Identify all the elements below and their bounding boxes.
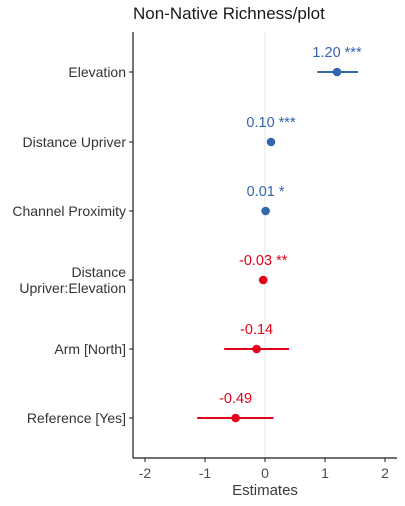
estimate-label: -0.49 bbox=[219, 391, 252, 407]
estimate-label: 0.10 *** bbox=[246, 115, 296, 131]
estimate-point bbox=[258, 275, 268, 285]
y-tick-label: Distance bbox=[72, 264, 127, 280]
y-tick-label: Reference [Yes] bbox=[27, 410, 126, 426]
estimate-point bbox=[332, 67, 342, 77]
x-tick-label: -1 bbox=[199, 465, 212, 481]
estimate-point bbox=[231, 413, 240, 423]
x-tick-label: -2 bbox=[139, 465, 152, 481]
chart-title: Non-Native Richness/plot bbox=[133, 4, 325, 23]
x-tick-label: 2 bbox=[381, 465, 389, 481]
estimate-label: 0.01 * bbox=[247, 184, 285, 200]
estimate-point bbox=[266, 137, 276, 147]
y-tick-label: Channel Proximity bbox=[12, 203, 126, 219]
x-axis-title: Estimates bbox=[232, 482, 298, 499]
x-tick-label: 1 bbox=[321, 465, 329, 481]
estimate-label: -0.03 ** bbox=[239, 253, 288, 269]
estimate-point bbox=[261, 206, 270, 216]
y-tick-label: Arm [North] bbox=[54, 341, 126, 357]
x-tick-label: 0 bbox=[261, 465, 269, 481]
y-tick-label: Elevation bbox=[68, 64, 126, 80]
estimate-label: -0.14 bbox=[240, 322, 273, 338]
y-tick-label: Upriver:Elevation bbox=[19, 280, 126, 296]
y-tick-label: Distance Upriver bbox=[23, 134, 127, 150]
estimate-point bbox=[252, 344, 261, 354]
estimate-label: 1.20 *** bbox=[312, 45, 362, 61]
